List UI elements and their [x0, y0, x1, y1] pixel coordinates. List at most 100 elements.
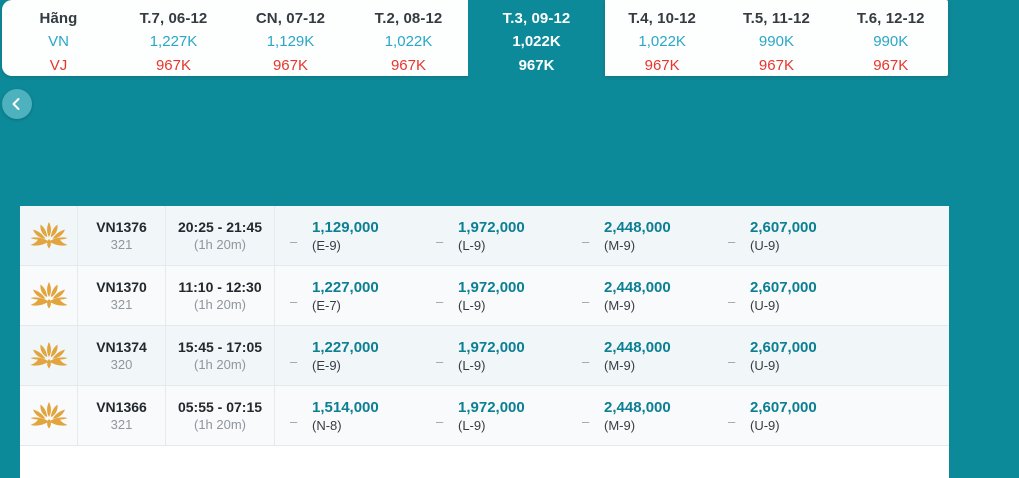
fare-cell[interactable]: – 1,972,000 (L-9) [421, 326, 567, 385]
row-spacer [859, 326, 949, 385]
fare-cell-economy[interactable]: – 1,514,000 (N-8) [275, 386, 421, 445]
flight-row: VN1366 321 05:55 - 07:15 (1h 20m) – 1,51… [20, 386, 949, 446]
vietnam-airlines-lotus-icon [30, 342, 67, 369]
flight-duration: (1h 20m) [193, 357, 247, 372]
airline-header: Hãng [39, 10, 78, 27]
fare-price: 1,514,000 [312, 398, 379, 416]
fare-price: 1,972,000 [458, 278, 525, 296]
flight-row: VN1374 320 15:45 - 17:05 (1h 20m) – 1,22… [20, 326, 949, 386]
fare-class: (M-9) [604, 297, 636, 313]
fare-price: 1,129,000 [312, 218, 379, 236]
fare-price: 2,607,000 [750, 218, 817, 236]
fare-cell[interactable]: – 1,972,000 (L-9) [421, 266, 567, 325]
time-cell: 11:10 - 12:30 (1h 20m) [166, 266, 275, 325]
fare-dash: – [728, 294, 736, 309]
vj-fare: 967K [758, 57, 794, 74]
fare-class: (E-9) [312, 237, 341, 253]
vn-fare: 1,022K [638, 33, 686, 50]
fare-price: 1,972,000 [458, 338, 525, 356]
chevron-left-icon [12, 98, 20, 110]
day-label: T.6, 12-12 [856, 10, 925, 27]
fare-dash: – [582, 294, 590, 309]
flight-results-table: VN1376 321 20:25 - 21:45 (1h 20m) – 1,12… [20, 206, 949, 478]
fare-price: 1,227,000 [312, 278, 379, 296]
flight-duration: (1h 20m) [193, 237, 247, 252]
day-column-sun-07-12[interactable]: CN, 07-12 1,129K 967K [232, 0, 349, 76]
vn-fare: 1,129K [266, 33, 315, 50]
vj-fare: 967K [873, 57, 909, 74]
fare-cell[interactable]: – 2,448,000 (M-9) [567, 206, 713, 265]
fare-class: (M-9) [604, 237, 636, 253]
fare-dash: – [290, 294, 298, 309]
flight-number: VN1366 [96, 399, 147, 415]
day-label: CN, 07-12 [255, 10, 326, 27]
fare-dash: – [290, 234, 298, 249]
airline-vj-label: VJ [49, 57, 68, 74]
flight-number: VN1374 [96, 339, 147, 355]
airline-column: Hãng VN VJ [2, 0, 115, 76]
row-spacer [859, 266, 949, 325]
fare-cell[interactable]: – 2,607,000 (U-9) [713, 326, 859, 385]
fare-class: (U-9) [750, 417, 780, 433]
fare-class: (L-9) [458, 417, 486, 433]
flight-info-cell: VN1366 321 [78, 386, 166, 445]
fare-cell[interactable]: – 2,607,000 (U-9) [713, 386, 859, 445]
vn-fare: 1,022K [512, 33, 561, 50]
day-column-mon-08-12[interactable]: T.2, 08-12 1,022K 967K [349, 0, 468, 76]
day-column-tue-09-12-selected[interactable]: T.3, 09-12 1,022K 967K [468, 0, 605, 76]
fare-cell[interactable]: – 2,448,000 (M-9) [567, 386, 713, 445]
airline-logo-cell [20, 206, 78, 265]
flight-row-partial [20, 446, 949, 478]
day-label: T.3, 09-12 [502, 10, 571, 27]
fare-dash: – [290, 414, 298, 429]
fare-class: (M-9) [604, 417, 636, 433]
vn-fare: 1,022K [384, 33, 433, 50]
previous-dates-button[interactable] [2, 89, 32, 119]
departure-arrival-time: 05:55 - 07:15 [177, 399, 263, 415]
fare-class: (L-9) [458, 237, 486, 253]
fare-class: (L-9) [458, 297, 486, 313]
vj-fare: 967K [155, 57, 192, 74]
day-column-fri-12-12[interactable]: T.6, 12-12 990K 967K [834, 0, 948, 76]
fare-cell-economy[interactable]: – 1,227,000 (E-7) [275, 266, 421, 325]
day-column-sat-06-12[interactable]: T.7, 06-12 1,227K 967K [115, 0, 232, 76]
flight-row: VN1370 321 11:10 - 12:30 (1h 20m) – 1,22… [20, 266, 949, 326]
fare-class: (E-7) [312, 297, 341, 313]
fare-dash: – [436, 234, 444, 249]
fare-dash: – [728, 414, 736, 429]
fare-class: (U-9) [750, 237, 780, 253]
aircraft-type: 321 [110, 297, 133, 312]
flight-row: VN1376 321 20:25 - 21:45 (1h 20m) – 1,12… [20, 206, 949, 266]
aircraft-type: 321 [110, 237, 133, 252]
fare-price: 2,448,000 [604, 338, 671, 356]
day-column-thu-11-12[interactable]: T.5, 11-12 990K 967K [719, 0, 833, 76]
day-column-wed-10-12[interactable]: T.4, 10-12 1,022K 967K [605, 0, 719, 76]
aircraft-type: 320 [110, 357, 133, 372]
fare-dash: – [290, 354, 298, 369]
fare-cell[interactable]: – 1,972,000 (L-9) [421, 386, 567, 445]
vietnam-airlines-lotus-icon [30, 222, 67, 249]
vn-fare: 1,227K [149, 33, 198, 50]
fare-class: (M-9) [604, 357, 636, 373]
day-label: T.5, 11-12 [743, 10, 810, 27]
day-label: T.4, 10-12 [628, 10, 696, 27]
fare-cell[interactable]: – 2,607,000 (U-9) [713, 266, 859, 325]
time-cell: 15:45 - 17:05 (1h 20m) [166, 326, 275, 385]
fare-class: (N-8) [312, 417, 342, 433]
departure-arrival-time: 20:25 - 21:45 [177, 219, 263, 235]
departure-arrival-time: 15:45 - 17:05 [177, 339, 263, 355]
vj-fare: 967K [390, 57, 427, 74]
flight-duration: (1h 20m) [193, 417, 247, 432]
fare-class: (U-9) [750, 297, 780, 313]
fare-cell-economy[interactable]: – 1,129,000 (E-9) [275, 206, 421, 265]
fare-class: (L-9) [458, 357, 486, 373]
fare-dash: – [436, 354, 444, 369]
fare-price: 2,607,000 [750, 398, 817, 416]
fare-cell[interactable]: – 2,607,000 (U-9) [713, 206, 859, 265]
fare-cell-economy[interactable]: – 1,227,000 (E-9) [275, 326, 421, 385]
fare-cell[interactable]: – 2,448,000 (M-9) [567, 266, 713, 325]
departure-arrival-time: 11:10 - 12:30 [178, 279, 262, 295]
fare-cell[interactable]: – 2,448,000 (M-9) [567, 326, 713, 385]
fare-cell[interactable]: – 1,972,000 (L-9) [421, 206, 567, 265]
flight-duration: (1h 20m) [193, 297, 247, 312]
